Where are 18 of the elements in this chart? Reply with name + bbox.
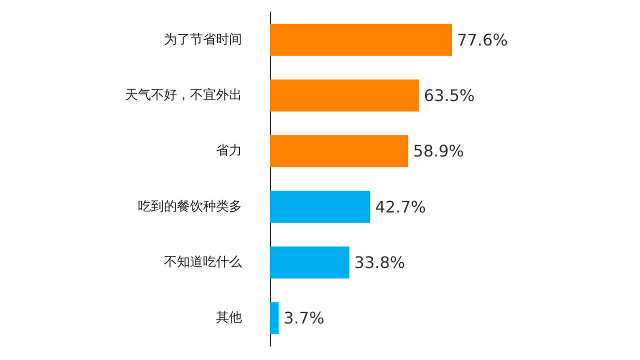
data-label: 58.9% xyxy=(413,142,464,161)
bar xyxy=(270,302,279,334)
y-tick-label: 天气不好，不宜外出 xyxy=(125,87,242,103)
data-label: 3.7% xyxy=(284,308,324,328)
bar xyxy=(270,80,419,112)
y-tick-label: 其他 xyxy=(216,310,242,326)
y-tick-label: 不知道吃什么 xyxy=(164,255,242,270)
y-tick-label: 省力 xyxy=(216,144,242,159)
bar xyxy=(270,24,452,56)
y-tick-label: 吃到的餐饮种类多 xyxy=(138,199,242,214)
data-label: 63.5% xyxy=(424,86,475,105)
bar xyxy=(270,135,408,168)
bar xyxy=(270,246,350,278)
y-tick-label: 为了节省时间 xyxy=(164,32,242,48)
data-label: 42.7% xyxy=(375,197,426,216)
bar xyxy=(270,190,370,223)
data-label: 77.6% xyxy=(457,30,508,50)
data-label: 33.8% xyxy=(354,253,406,272)
